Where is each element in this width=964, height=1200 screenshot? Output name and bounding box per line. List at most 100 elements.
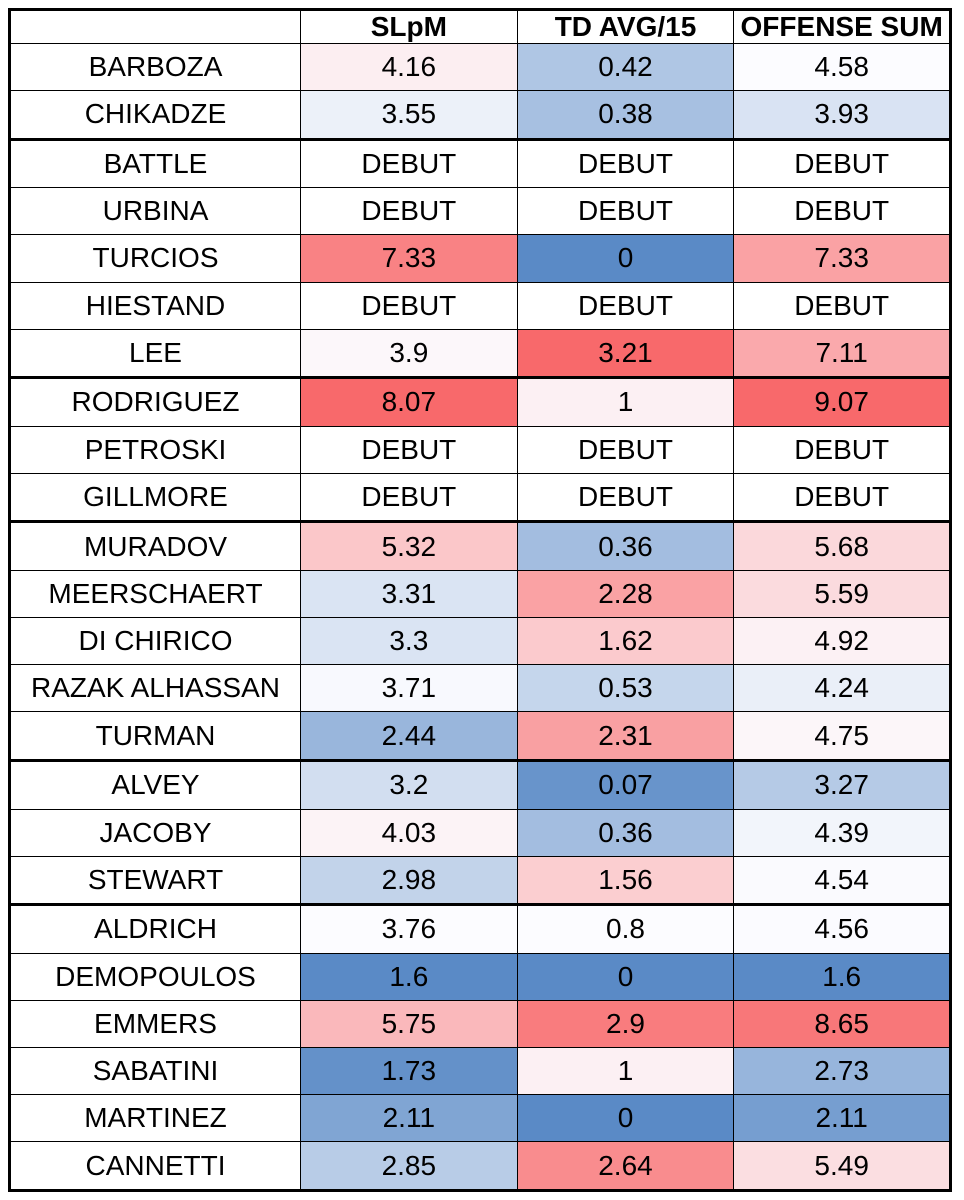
cell-offense-sum: 4.56 (733, 903, 951, 954)
fighter-name: SABATINI (9, 1046, 301, 1096)
table-row: JACOBY 4.03 0.36 4.39 (9, 808, 951, 857)
fighter-name: TURCIOS (9, 234, 301, 283)
fighter-name: PETROSKI (9, 425, 301, 474)
header-td-avg: TD AVG/15 (516, 9, 735, 44)
cell-td-avg: 0.8 (516, 903, 735, 954)
cell-offense-sum: DEBUT (733, 187, 951, 236)
cell-slpm: DEBUT (300, 137, 518, 189)
fighter-name: JACOBY (9, 808, 301, 857)
cell-offense-sum: 3.93 (733, 90, 951, 140)
table-row: EMMERS 5.75 2.9 8.65 (9, 999, 951, 1049)
fighter-name: MARTINEZ (9, 1094, 301, 1143)
cell-slpm: 8.07 (300, 376, 518, 427)
cell-slpm: 7.33 (300, 234, 518, 283)
cell-slpm: 2.44 (300, 711, 518, 761)
table-row: TURCIOS 7.33 0 7.33 (9, 234, 951, 283)
table-row: RODRIGUEZ 8.07 1 9.07 (9, 376, 951, 427)
fighter-name: TURMAN (9, 711, 301, 761)
cell-offense-sum: 3.27 (733, 758, 951, 810)
cell-slpm: 2.98 (300, 855, 518, 906)
header-row: SLpM TD AVG/15 OFFENSE SUM (9, 9, 951, 44)
table-row: ALDRICH 3.76 0.8 4.56 (9, 903, 951, 954)
cell-td-avg: 0.42 (516, 42, 735, 92)
cell-slpm: 3.2 (300, 758, 518, 810)
fighter-name: DI CHIRICO (9, 617, 301, 666)
cell-td-avg: DEBUT (516, 137, 735, 189)
cell-slpm: 5.75 (300, 999, 518, 1049)
cell-td-avg: 0.53 (516, 664, 735, 713)
cell-td-avg: DEBUT (516, 472, 735, 523)
cell-slpm: 3.31 (300, 569, 518, 619)
cell-slpm: DEBUT (300, 472, 518, 523)
table-row: CANNETTI 2.85 2.64 5.49 (9, 1141, 951, 1191)
cell-slpm: DEBUT (300, 281, 518, 330)
cell-slpm: 2.11 (300, 1094, 518, 1143)
cell-td-avg: 0.38 (516, 90, 735, 140)
cell-td-avg: 1.56 (516, 855, 735, 906)
table-row: CHIKADZE 3.55 0.38 3.93 (9, 90, 951, 140)
cell-offense-sum: 4.58 (733, 42, 951, 92)
cell-offense-sum: 4.75 (733, 711, 951, 761)
table-row: PETROSKI DEBUT DEBUT DEBUT (9, 425, 951, 474)
fighter-name: MURADOV (9, 520, 301, 571)
header-slpm: SLpM (300, 9, 518, 44)
cell-td-avg: 3.21 (516, 328, 735, 379)
cell-slpm: 1.73 (300, 1046, 518, 1096)
table-row: GILLMORE DEBUT DEBUT DEBUT (9, 472, 951, 523)
cell-td-avg: 2.31 (516, 711, 735, 761)
cell-td-avg: 0 (516, 1094, 735, 1143)
heatmap-table: SLpM TD AVG/15 OFFENSE SUM BARBOZA 4.16 0.… (8, 8, 952, 1192)
table-row: DEMOPOULOS 1.6 0 1.6 (9, 952, 951, 1001)
heatmap-body: BARBOZA 4.16 0.42 4.58 CHIKADZE 3.55 0.38 3.93 B… (9, 42, 951, 1191)
fighter-name: RAZAK ALHASSAN (9, 664, 301, 713)
fighter-name: GILLMORE (9, 472, 301, 523)
cell-offense-sum: DEBUT (733, 137, 951, 189)
cell-td-avg: 0 (516, 952, 735, 1001)
cell-offense-sum: 4.24 (733, 664, 951, 713)
cell-slpm: 3.71 (300, 664, 518, 713)
cell-offense-sum: 8.65 (733, 999, 951, 1049)
cell-td-avg: 0.36 (516, 808, 735, 857)
cell-td-avg: 2.9 (516, 999, 735, 1049)
cell-td-avg: DEBUT (516, 281, 735, 330)
cell-slpm: DEBUT (300, 187, 518, 236)
fighter-name: MEERSCHAERT (9, 569, 301, 619)
table-row: DI CHIRICO 3.3 1.62 4.92 (9, 617, 951, 666)
cell-td-avg: 1 (516, 376, 735, 427)
fighter-name: ALDRICH (9, 903, 301, 954)
cell-slpm: 4.16 (300, 42, 518, 92)
fighter-name: BATTLE (9, 137, 301, 189)
cell-offense-sum: 2.73 (733, 1046, 951, 1096)
cell-offense-sum: 4.92 (733, 617, 951, 666)
cell-offense-sum: 9.07 (733, 376, 951, 427)
table-row: URBINA DEBUT DEBUT DEBUT (9, 187, 951, 236)
cell-td-avg: 1.62 (516, 617, 735, 666)
cell-offense-sum: DEBUT (733, 425, 951, 474)
cell-offense-sum: 4.54 (733, 855, 951, 906)
cell-offense-sum: DEBUT (733, 281, 951, 330)
table-row: HIESTAND DEBUT DEBUT DEBUT (9, 281, 951, 330)
table-row: RAZAK ALHASSAN 3.71 0.53 4.24 (9, 664, 951, 713)
cell-td-avg: 0 (516, 234, 735, 283)
header-offense-sum: OFFENSE SUM (733, 9, 951, 44)
cell-slpm: 2.85 (300, 1141, 518, 1191)
fighter-name: RODRIGUEZ (9, 376, 301, 427)
cell-td-avg: 1 (516, 1046, 735, 1096)
cell-slpm: DEBUT (300, 425, 518, 474)
table-row: ALVEY 3.2 0.07 3.27 (9, 758, 951, 810)
fighter-name: ALVEY (9, 758, 301, 810)
cell-td-avg: 0.07 (516, 758, 735, 810)
table-row: MARTINEZ 2.11 0 2.11 (9, 1094, 951, 1143)
table-row: BATTLE DEBUT DEBUT DEBUT (9, 137, 951, 189)
fighter-name: EMMERS (9, 999, 301, 1049)
cell-slpm: 4.03 (300, 808, 518, 857)
header-name-column (9, 9, 301, 44)
cell-slpm: 5.32 (300, 520, 518, 571)
cell-offense-sum: 7.11 (733, 328, 951, 379)
cell-offense-sum: 5.49 (733, 1141, 951, 1191)
cell-slpm: 3.9 (300, 328, 518, 379)
table-row: SABATINI 1.73 1 2.73 (9, 1046, 951, 1096)
cell-slpm: 3.76 (300, 903, 518, 954)
fighter-name: STEWART (9, 855, 301, 906)
cell-slpm: 3.55 (300, 90, 518, 140)
